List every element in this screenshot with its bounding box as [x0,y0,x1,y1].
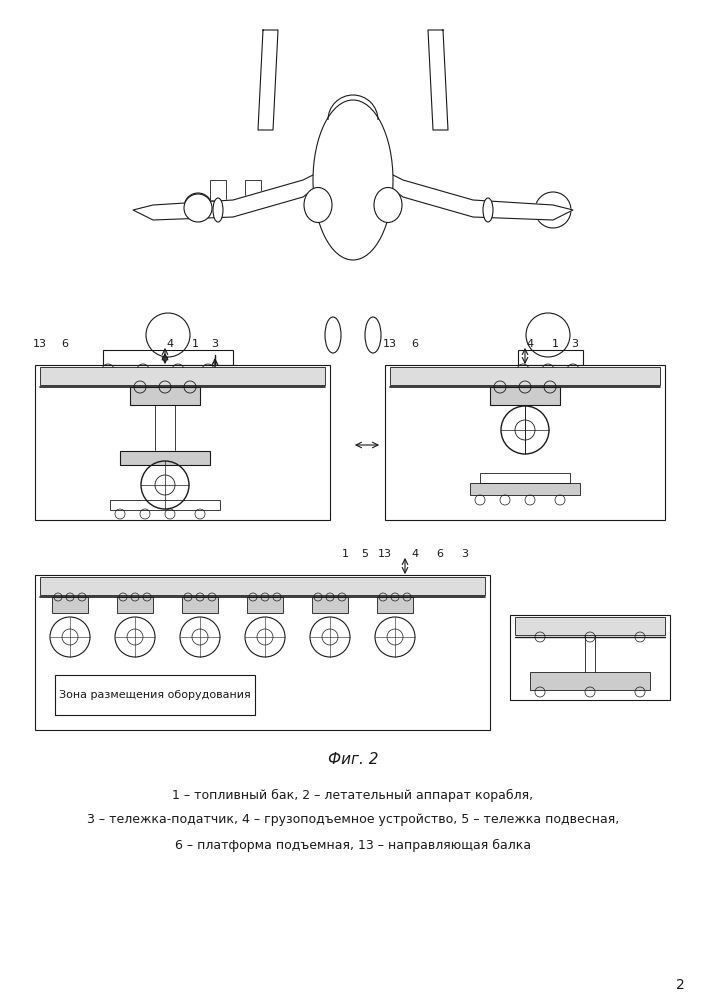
Text: 6: 6 [62,339,69,349]
Bar [470,483,580,495]
Text: 6: 6 [411,339,419,349]
Text: 3: 3 [462,549,469,559]
Bar [40,577,485,595]
Bar [35,575,490,730]
Text: 1: 1 [551,339,559,349]
Text: 4: 4 [411,549,419,559]
Bar [247,597,283,613]
Ellipse shape [213,198,223,222]
Text: 3: 3 [571,339,578,349]
Text: 1: 1 [192,339,199,349]
Bar [518,350,583,365]
Bar [312,597,348,613]
Bar [103,350,233,365]
Text: 5: 5 [361,549,368,559]
Bar [52,597,88,613]
Text: 4: 4 [527,339,534,349]
Bar [35,365,330,520]
Bar [377,597,413,613]
Text: 1 – топливный бак, 2 – летательный аппарат корабля,: 1 – топливный бак, 2 – летательный аппар… [173,788,534,802]
Bar [40,367,325,385]
Bar [210,180,226,200]
Bar [130,387,200,405]
Ellipse shape [483,198,493,222]
Bar [120,451,210,465]
Bar [390,367,660,385]
Bar [182,597,218,613]
Polygon shape [383,170,573,220]
Bar [55,675,255,715]
Ellipse shape [374,188,402,223]
Ellipse shape [365,317,381,353]
Bar [510,615,670,700]
Polygon shape [428,30,448,130]
Text: Зона размещения оборудования: Зона размещения оборудования [59,690,251,700]
Text: 3: 3 [211,339,218,349]
Text: 4: 4 [166,339,173,349]
Ellipse shape [304,188,332,223]
Bar [490,387,560,405]
Bar [515,617,665,635]
Text: 13: 13 [378,549,392,559]
Ellipse shape [184,194,212,222]
Polygon shape [258,30,278,130]
Bar [245,180,261,200]
Text: 13: 13 [383,339,397,349]
Text: 6: 6 [436,549,443,559]
Text: 2: 2 [676,978,684,992]
Bar [530,672,650,690]
Bar [110,500,220,510]
Text: 3 – тележка-податчик, 4 – грузоподъемное устройство, 5 – тележка подвесная,: 3 – тележка-податчик, 4 – грузоподъемное… [87,814,619,826]
Bar [117,597,153,613]
Ellipse shape [325,317,341,353]
Text: 13: 13 [33,339,47,349]
Text: 1: 1 [341,549,349,559]
Polygon shape [133,170,323,220]
Text: Фиг. 2: Фиг. 2 [328,752,378,768]
Text: 6 – платформа подъемная, 13 – направляющая балка: 6 – платформа подъемная, 13 – направляющ… [175,838,531,852]
Ellipse shape [313,100,393,260]
Bar [385,365,665,520]
Bar [480,473,570,483]
